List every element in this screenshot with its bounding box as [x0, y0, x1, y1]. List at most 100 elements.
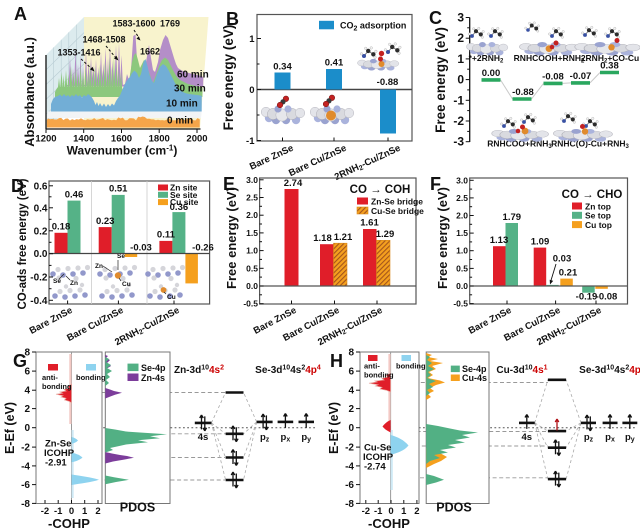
svg-text:Cu-Se bridge: Cu-Se bridge: [371, 206, 424, 216]
svg-text:Cu-Se: Cu-Se: [364, 443, 391, 454]
svg-text:CO → COH: CO → COH: [350, 184, 411, 196]
svg-text:1600: 1600: [111, 134, 132, 145]
svg-text:RNHC(O)-Cu+RNH3: RNHC(O)-Cu+RNH3: [551, 139, 629, 151]
svg-text:D: D: [11, 176, 24, 196]
svg-text:Se site: Se site: [170, 190, 198, 200]
svg-text:0: 0: [348, 423, 354, 434]
svg-text:px: px: [281, 432, 291, 444]
svg-text:Se-4p: Se-4p: [141, 363, 166, 373]
svg-text:0.18: 0.18: [52, 222, 71, 233]
svg-text:PDOS: PDOS: [120, 501, 155, 515]
svg-text:6: 6: [24, 367, 30, 378]
svg-text:3.0: 3.0: [246, 175, 258, 185]
svg-text:2.5: 2.5: [246, 193, 258, 203]
svg-text:0.0: 0.0: [456, 281, 468, 291]
svg-text:0.5: 0.5: [456, 263, 468, 273]
svg-text:0: 0: [69, 506, 74, 517]
svg-text:1.5: 1.5: [456, 228, 468, 238]
svg-text:CO → CHO: CO → CHO: [562, 189, 623, 201]
svg-text:1.0: 1.0: [246, 246, 258, 256]
svg-text:F: F: [430, 174, 441, 194]
svg-text:RNHCOO+RNH3: RNHCOO+RNH3: [487, 139, 552, 151]
svg-text:-0.07: -0.07: [570, 71, 592, 82]
svg-text:-1: -1: [374, 506, 383, 517]
svg-text:30 min: 30 min: [174, 84, 206, 95]
svg-text:2: 2: [95, 506, 100, 517]
svg-text:1.61: 1.61: [360, 218, 379, 229]
svg-text:Zn-4s: Zn-4s: [141, 373, 165, 383]
svg-text:0.0: 0.0: [246, 281, 258, 291]
svg-text:0.4: 0.4: [34, 203, 48, 214]
svg-text:-1: -1: [453, 93, 464, 107]
svg-text:1: 1: [249, 34, 255, 45]
svg-text:H: H: [330, 351, 343, 371]
svg-text:0.6: 0.6: [34, 181, 48, 192]
svg-text:-1: -1: [246, 136, 255, 147]
svg-text:anti-: anti-: [42, 373, 58, 382]
svg-text:0.2: 0.2: [34, 226, 48, 237]
svg-text:-2.91: -2.91: [45, 458, 67, 469]
svg-text:Se-3d104s24p4: Se-3d104s24p4: [579, 365, 640, 377]
svg-text:0: 0: [457, 73, 464, 87]
svg-text:0.11: 0.11: [157, 230, 176, 241]
svg-text:E: E: [223, 174, 235, 194]
svg-text:Cu: Cu: [167, 294, 176, 301]
svg-text:1662: 1662: [140, 47, 160, 57]
svg-text:0.51: 0.51: [109, 184, 128, 195]
svg-text:-0.2: -0.2: [30, 273, 48, 284]
svg-text:Wavenumber (cm-1): Wavenumber (cm-1): [67, 144, 178, 158]
svg-text:0.41: 0.41: [325, 58, 344, 69]
svg-text:0.38: 0.38: [600, 61, 619, 72]
svg-text:-COHP: -COHP: [368, 516, 410, 531]
svg-text:E-Ef (eV): E-Ef (eV): [3, 402, 17, 454]
svg-text:8: 8: [24, 348, 30, 359]
svg-text:-0.08: -0.08: [596, 292, 618, 303]
svg-text:2: 2: [457, 31, 464, 45]
svg-text:Zn: Zn: [70, 280, 78, 287]
svg-text:ICOHP: ICOHP: [44, 448, 75, 459]
svg-text:Free energy (eV): Free energy (eV): [433, 27, 448, 133]
svg-text:0.23: 0.23: [96, 216, 115, 227]
svg-text:0: 0: [24, 423, 30, 434]
svg-text:Zn-Se bridge: Zn-Se bridge: [371, 196, 423, 206]
svg-text:Cu-4s: Cu-4s: [462, 373, 487, 383]
svg-text:0.0: 0.0: [34, 249, 48, 260]
svg-text:-2.74: -2.74: [364, 462, 386, 473]
svg-text:-2: -2: [41, 506, 49, 517]
svg-text:1200: 1200: [35, 134, 56, 145]
svg-text:-6: -6: [345, 480, 354, 491]
svg-text:2000: 2000: [186, 134, 207, 145]
svg-text:1: 1: [82, 506, 88, 517]
svg-text:-0.88: -0.88: [377, 77, 399, 88]
svg-text:1.09: 1.09: [531, 236, 550, 247]
svg-text:-8: -8: [345, 499, 354, 510]
svg-text:-2: -2: [453, 114, 464, 128]
svg-text:-4: -4: [21, 461, 30, 472]
svg-text:1800: 1800: [149, 134, 170, 145]
svg-text:0.36: 0.36: [170, 202, 189, 213]
svg-text:1468-1508: 1468-1508: [82, 35, 125, 45]
svg-text:1.13: 1.13: [490, 235, 509, 246]
svg-text:PDOS: PDOS: [436, 501, 471, 515]
svg-text:pz: pz: [260, 432, 270, 444]
svg-text:0.5: 0.5: [246, 263, 258, 273]
svg-text:4: 4: [348, 386, 354, 397]
svg-text:Zn site: Zn site: [170, 183, 198, 193]
svg-text:-1: -1: [54, 506, 63, 517]
svg-text:Cu site: Cu site: [170, 197, 199, 207]
svg-text:1: 1: [401, 506, 407, 517]
svg-text:Se: Se: [117, 253, 125, 260]
svg-text:1.18: 1.18: [313, 233, 332, 244]
svg-text:4s: 4s: [522, 432, 533, 443]
svg-text:bonding: bonding: [42, 382, 72, 391]
svg-text:-4: -4: [345, 461, 354, 472]
svg-text:bonding: bonding: [76, 373, 106, 382]
svg-text:Cu: Cu: [122, 281, 131, 288]
svg-text:1.5: 1.5: [246, 228, 258, 238]
svg-text:bonding: bonding: [364, 371, 394, 380]
svg-text:-3: -3: [453, 135, 464, 149]
svg-text:-6: -6: [21, 480, 30, 491]
svg-text:-8: -8: [21, 499, 30, 510]
svg-text:1583-1600: 1583-1600: [112, 19, 155, 29]
svg-text:-2: -2: [21, 443, 30, 454]
